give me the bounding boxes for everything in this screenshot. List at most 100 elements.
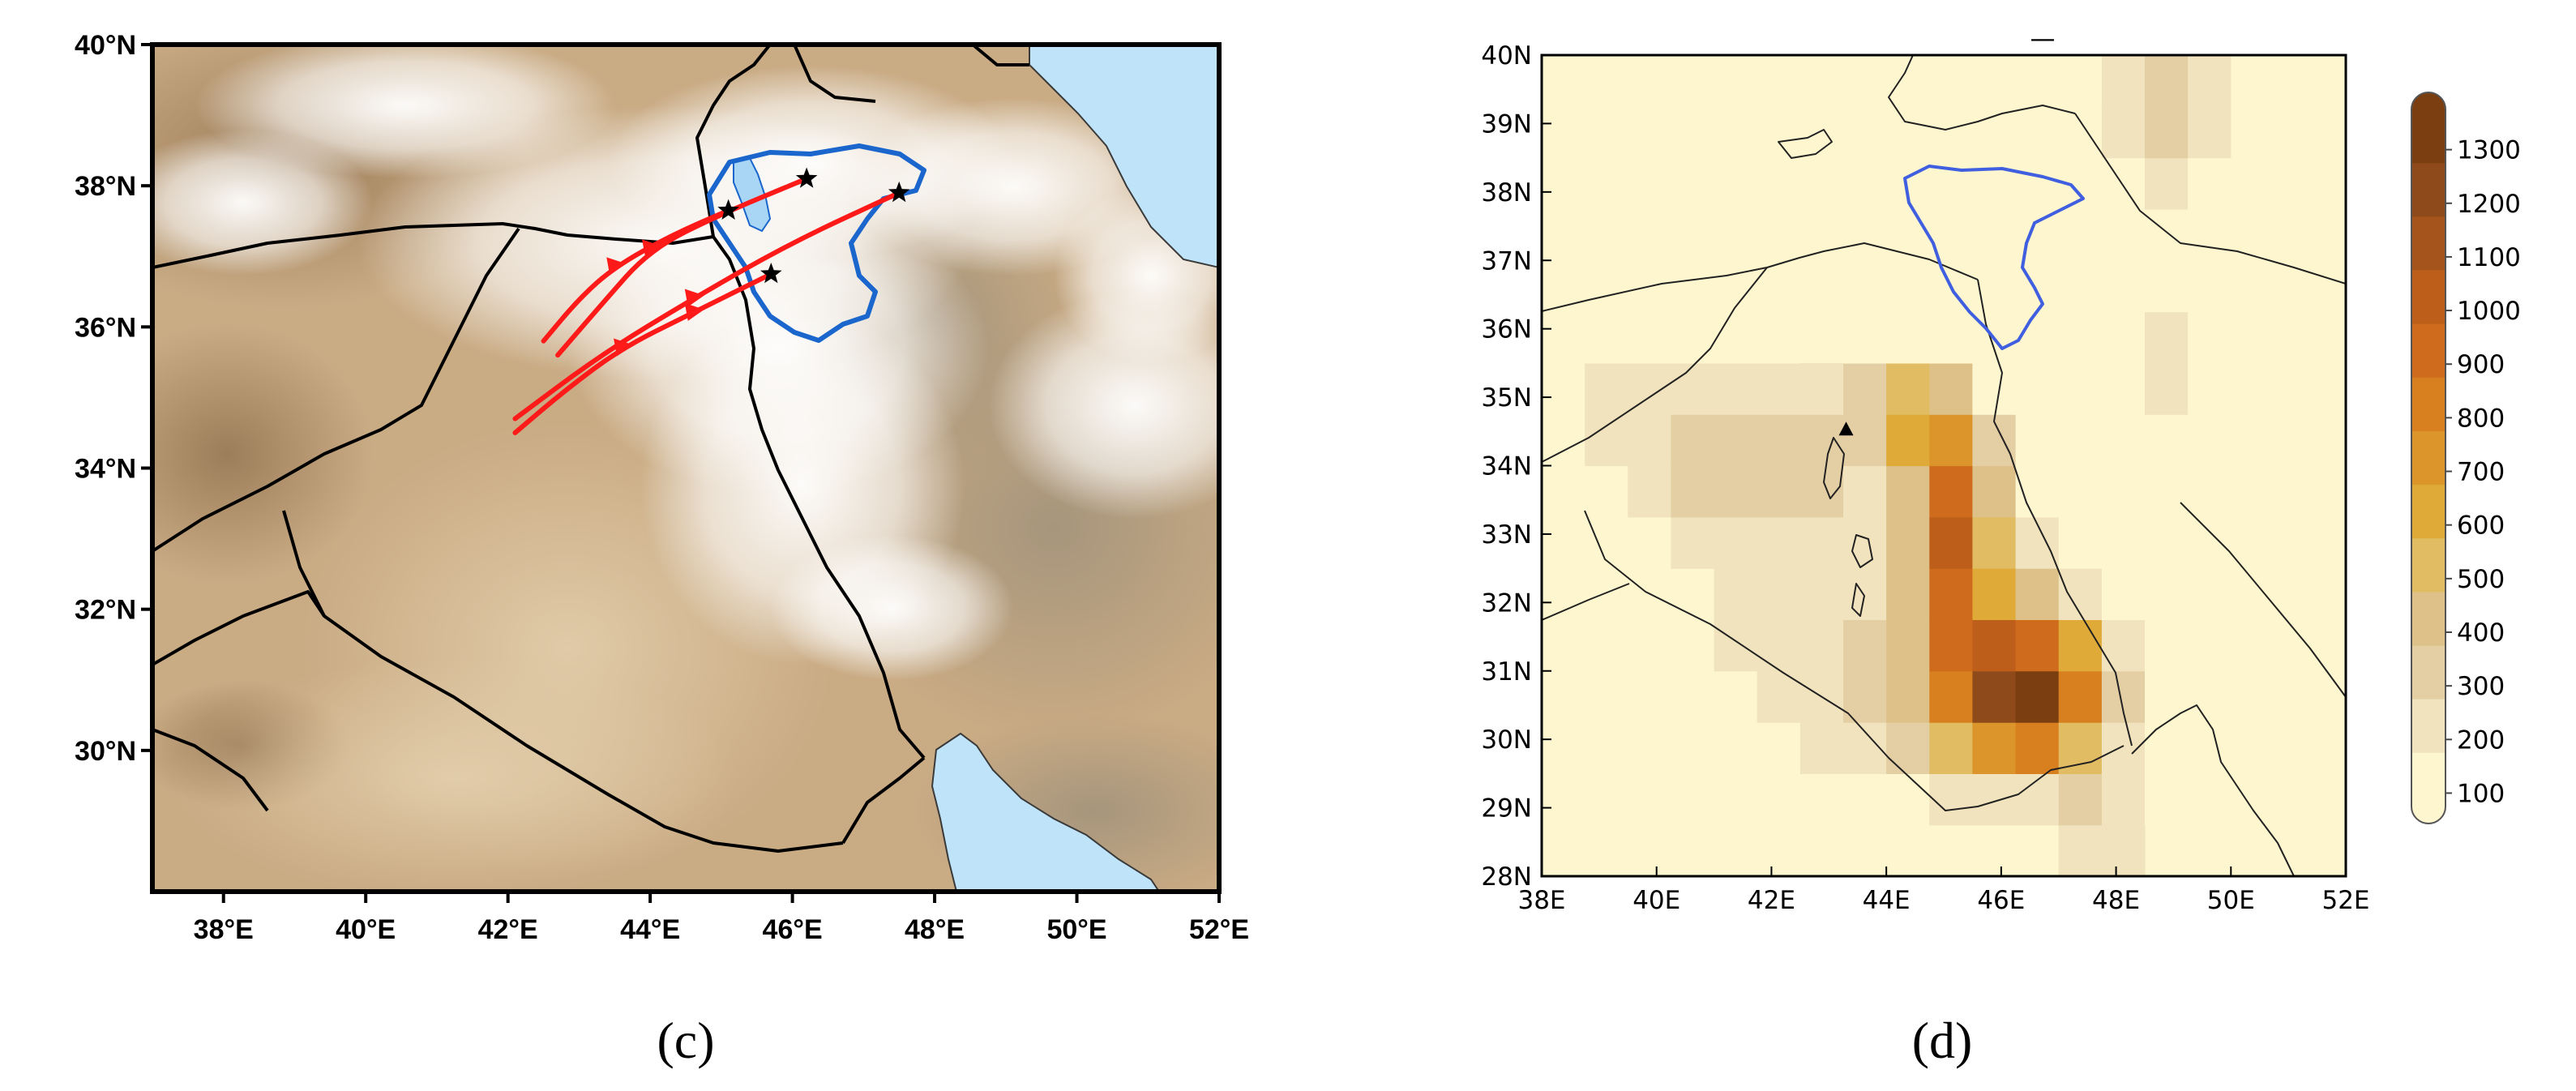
dust-cell	[2101, 568, 2146, 620]
dust-cell	[2231, 260, 2274, 313]
dust-cell	[1886, 311, 1930, 364]
caspian-sea	[1029, 45, 1219, 269]
y-tick-label: 37N	[1481, 246, 1532, 276]
country-borders	[152, 45, 1029, 853]
dust-cell	[1972, 465, 2017, 518]
dust-cell	[1929, 568, 1973, 620]
dust-cell	[1714, 311, 1758, 364]
y-tick-label: 34N	[1481, 452, 1532, 481]
trajectory-start-star	[760, 263, 782, 284]
x-tick-label: 48°E	[905, 914, 965, 945]
x-tick-label: 48E	[2092, 886, 2140, 915]
dust-cell	[1714, 414, 1758, 467]
dust-cell	[2101, 106, 2146, 159]
dust-cell	[1757, 311, 1801, 364]
dust-cell	[1714, 722, 1758, 774]
y-tick-label: 35N	[1481, 383, 1532, 413]
colorbar-segment	[2411, 377, 2445, 432]
dust-cell	[2188, 362, 2232, 415]
dust-cell	[1585, 311, 1628, 364]
dust-cell	[2015, 311, 2060, 364]
dust-cell	[1843, 465, 1887, 518]
dust-cell	[2145, 55, 2189, 107]
dust-cell	[1714, 465, 1758, 518]
dust-cell	[2188, 414, 2232, 467]
colorbar-label: 500	[2457, 565, 2505, 594]
dust-cell	[1843, 773, 1887, 826]
dust-cell	[1972, 568, 2017, 620]
x-tick-label: 38°E	[194, 914, 254, 945]
dust-cell	[2145, 260, 2189, 313]
colorbar-segment	[2411, 163, 2445, 217]
panel-c-y-axis: 40°N 38°N 36°N 34°N 32°N 30°N	[75, 30, 152, 767]
dust-cell	[2145, 619, 2189, 672]
dust-cell	[1757, 465, 1801, 518]
dust-cell	[1929, 516, 1973, 569]
dust-cell	[1799, 516, 1844, 569]
dust-cell	[2188, 157, 2232, 210]
dust-cell	[2231, 55, 2274, 107]
colorbar-segment	[2411, 645, 2445, 700]
dust-cell	[2058, 362, 2103, 415]
dust-cell	[1799, 722, 1844, 774]
dust-cell	[2145, 773, 2189, 826]
lake-urmia	[733, 156, 772, 233]
colorbar-label: 1300	[2457, 136, 2521, 165]
colorbar-label: 1200	[2457, 190, 2521, 219]
dust-cell	[2058, 824, 2103, 876]
dust-cell	[1972, 362, 2017, 415]
y-tick-label: 31N	[1481, 657, 1532, 687]
dust-cell	[1972, 722, 2017, 774]
y-tick-label: 30N	[1481, 725, 1532, 755]
x-tick-label: 44°E	[620, 914, 680, 945]
dust-cell	[2058, 465, 2103, 518]
dust-cell	[1585, 362, 1628, 415]
dust-cell	[2231, 106, 2274, 159]
dust-cell	[2058, 208, 2103, 261]
dust-cell	[1843, 414, 1887, 467]
y-tick-label: 29N	[1481, 794, 1532, 824]
dust-cell	[2058, 414, 2103, 467]
y-tick-label: 28N	[1481, 862, 1532, 892]
dust-cell	[2145, 670, 2189, 723]
dust-cell	[1843, 516, 1887, 569]
dust-cell	[2101, 414, 2146, 467]
dust-cell	[2015, 568, 2060, 620]
dust-cell	[1542, 362, 1585, 415]
dust-cell	[1929, 362, 1973, 415]
y-tick-label: 32N	[1481, 588, 1532, 618]
dust-cell	[1843, 568, 1887, 620]
trajectory-start-star	[717, 199, 739, 220]
dust-cell	[1886, 362, 1930, 415]
study-basin-outline	[707, 143, 926, 343]
dust-cell	[1843, 824, 1887, 876]
dust-cell	[1886, 722, 1930, 774]
dust-cell	[2188, 311, 2232, 364]
dust-cell	[1628, 311, 1671, 364]
dust-cell	[1628, 670, 1671, 723]
dust-cell	[1929, 670, 1973, 723]
y-tick-label: 40°N	[75, 30, 136, 61]
dust-cell	[2058, 568, 2103, 620]
dust-cell	[2101, 516, 2146, 569]
dust-cell	[1843, 619, 1887, 672]
dust-cell	[1886, 516, 1930, 569]
dust-cell	[1886, 824, 1930, 876]
dust-cell	[2015, 824, 2060, 876]
dust-cell	[2145, 208, 2189, 261]
colorbar-segment	[2411, 752, 2445, 807]
panel-d-x-axis: 38E 40E 42E 44E 46E 48E 50E 52E	[1517, 866, 2370, 915]
colorbar-label: 100	[2457, 779, 2505, 808]
y-tick-label: 38°N	[75, 171, 136, 202]
y-tick-label: 36N	[1481, 315, 1532, 344]
dust-cell	[2274, 362, 2318, 415]
dust-cell	[1972, 516, 2017, 569]
dust-cell	[1757, 773, 1801, 826]
dust-cell	[2101, 773, 2146, 826]
dust-cell	[1757, 414, 1801, 467]
dust-cell	[1929, 414, 1973, 467]
dust-cell	[2015, 722, 2060, 774]
panel-c-satellite-map: 38°E 40°E 42°E 44°E 46°E 48°E 50°E 52°E 40°N 38°…	[75, 30, 1249, 1069]
dust-cell	[2145, 106, 2189, 159]
panel-c-label: (c)	[657, 1012, 714, 1069]
